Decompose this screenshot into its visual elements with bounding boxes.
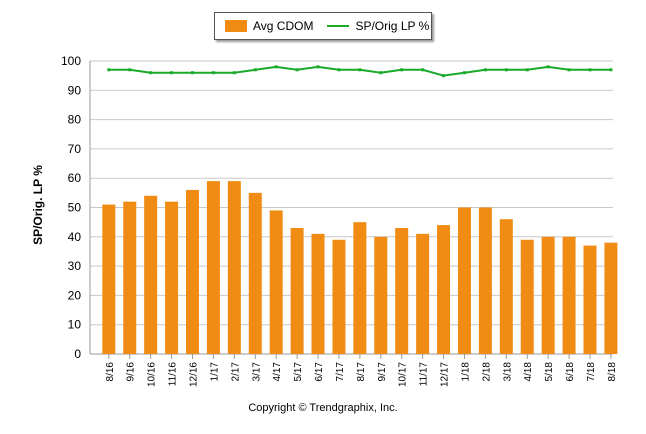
y-tick-label: 100 bbox=[61, 54, 81, 68]
line-point bbox=[546, 65, 550, 69]
legend-label-avg-cdom: Avg CDOM bbox=[253, 19, 314, 33]
legend-swatch-sp-orig-lp bbox=[327, 25, 350, 27]
line-point bbox=[170, 71, 174, 75]
y-tick-label: 0 bbox=[74, 347, 81, 361]
bar bbox=[374, 236, 388, 354]
x-tick-label: 10/16 bbox=[147, 362, 158, 387]
x-tick-label: 5/18 bbox=[544, 362, 555, 382]
bar bbox=[395, 228, 409, 354]
x-tick-label: 8/18 bbox=[607, 362, 618, 382]
line-point bbox=[316, 65, 320, 69]
y-tick-label: 30 bbox=[68, 259, 82, 273]
bar bbox=[311, 233, 325, 354]
x-tick-label: 12/16 bbox=[189, 362, 200, 387]
bar bbox=[332, 239, 346, 354]
bar bbox=[499, 219, 513, 354]
x-tick-label: 4/17 bbox=[272, 362, 283, 382]
y-tick-label: 80 bbox=[68, 113, 82, 127]
bar bbox=[541, 236, 555, 354]
x-tick-label: 5/17 bbox=[293, 362, 304, 382]
x-tick-label: 1/17 bbox=[209, 362, 220, 382]
line-point bbox=[107, 68, 111, 72]
bar bbox=[227, 181, 241, 354]
bar bbox=[123, 201, 137, 354]
y-tick-label: 10 bbox=[68, 318, 82, 332]
line-point bbox=[588, 68, 592, 72]
y-tick-label: 40 bbox=[68, 230, 82, 244]
line-point bbox=[609, 68, 613, 72]
y-tick-label: 70 bbox=[68, 142, 82, 156]
bar bbox=[562, 236, 576, 354]
bar bbox=[457, 207, 471, 354]
line-point bbox=[253, 68, 257, 72]
x-tick-label: 7/17 bbox=[335, 362, 346, 382]
bar bbox=[165, 201, 179, 354]
x-tick-label: 3/17 bbox=[251, 362, 262, 382]
bar bbox=[144, 195, 158, 354]
x-tick-label: 11/17 bbox=[419, 362, 430, 387]
bar bbox=[416, 233, 430, 354]
line-point bbox=[483, 68, 487, 72]
x-tick-label: 9/16 bbox=[126, 362, 137, 382]
line-point bbox=[149, 71, 153, 75]
legend-swatch-avg-cdom bbox=[225, 20, 247, 32]
x-tick-label: 9/17 bbox=[377, 362, 388, 382]
line-point bbox=[567, 68, 571, 72]
y-tick-label: 60 bbox=[68, 171, 82, 185]
line-point bbox=[191, 71, 195, 75]
x-tick-label: 2/18 bbox=[481, 362, 492, 382]
bar bbox=[248, 192, 262, 354]
line-point bbox=[358, 68, 362, 72]
bar bbox=[604, 242, 618, 354]
bar bbox=[290, 228, 304, 354]
bar bbox=[478, 207, 492, 354]
copyright: Copyright © Trendgraphix, Inc. bbox=[248, 402, 398, 414]
x-tick-label: 1/18 bbox=[460, 362, 471, 382]
x-tick-label: 10/17 bbox=[398, 362, 409, 387]
x-tick-label: 7/18 bbox=[586, 362, 597, 382]
x-tick-label: 11/16 bbox=[168, 362, 179, 387]
bar bbox=[206, 181, 220, 354]
line-point bbox=[504, 68, 508, 72]
line-point bbox=[462, 71, 466, 75]
y-tick-label: 90 bbox=[68, 83, 82, 97]
line-point bbox=[295, 68, 299, 72]
bar bbox=[437, 225, 451, 354]
line-point bbox=[232, 71, 236, 75]
line-point bbox=[421, 68, 425, 72]
x-tick-label: 4/18 bbox=[523, 362, 534, 382]
x-tick-label: 6/17 bbox=[314, 362, 325, 382]
line-point bbox=[400, 68, 404, 72]
line-point bbox=[525, 68, 529, 72]
bar bbox=[269, 210, 283, 354]
bar bbox=[102, 204, 116, 354]
x-tick-label: 12/17 bbox=[440, 362, 451, 387]
legend-label-sp-orig-lp: SP/Orig LP % bbox=[355, 19, 430, 33]
x-tick-label: 6/18 bbox=[565, 362, 576, 382]
x-tick-label: 3/18 bbox=[502, 362, 513, 382]
line-point bbox=[274, 65, 278, 69]
line-point bbox=[337, 68, 341, 72]
bar bbox=[353, 222, 367, 354]
y-tick-label: 50 bbox=[68, 201, 82, 215]
line-point bbox=[128, 68, 132, 72]
bar bbox=[520, 239, 534, 354]
line-point bbox=[379, 71, 383, 75]
x-tick-label: 8/16 bbox=[105, 362, 116, 382]
line-point bbox=[442, 74, 446, 78]
bar bbox=[186, 189, 200, 354]
line-point bbox=[211, 71, 215, 75]
x-tick-label: 2/17 bbox=[230, 362, 241, 382]
x-tick-label: 8/17 bbox=[356, 362, 367, 382]
bar bbox=[583, 245, 597, 354]
y-tick-label: 20 bbox=[68, 288, 82, 302]
legend: Avg CDOM SP/Orig LP % bbox=[214, 12, 432, 40]
